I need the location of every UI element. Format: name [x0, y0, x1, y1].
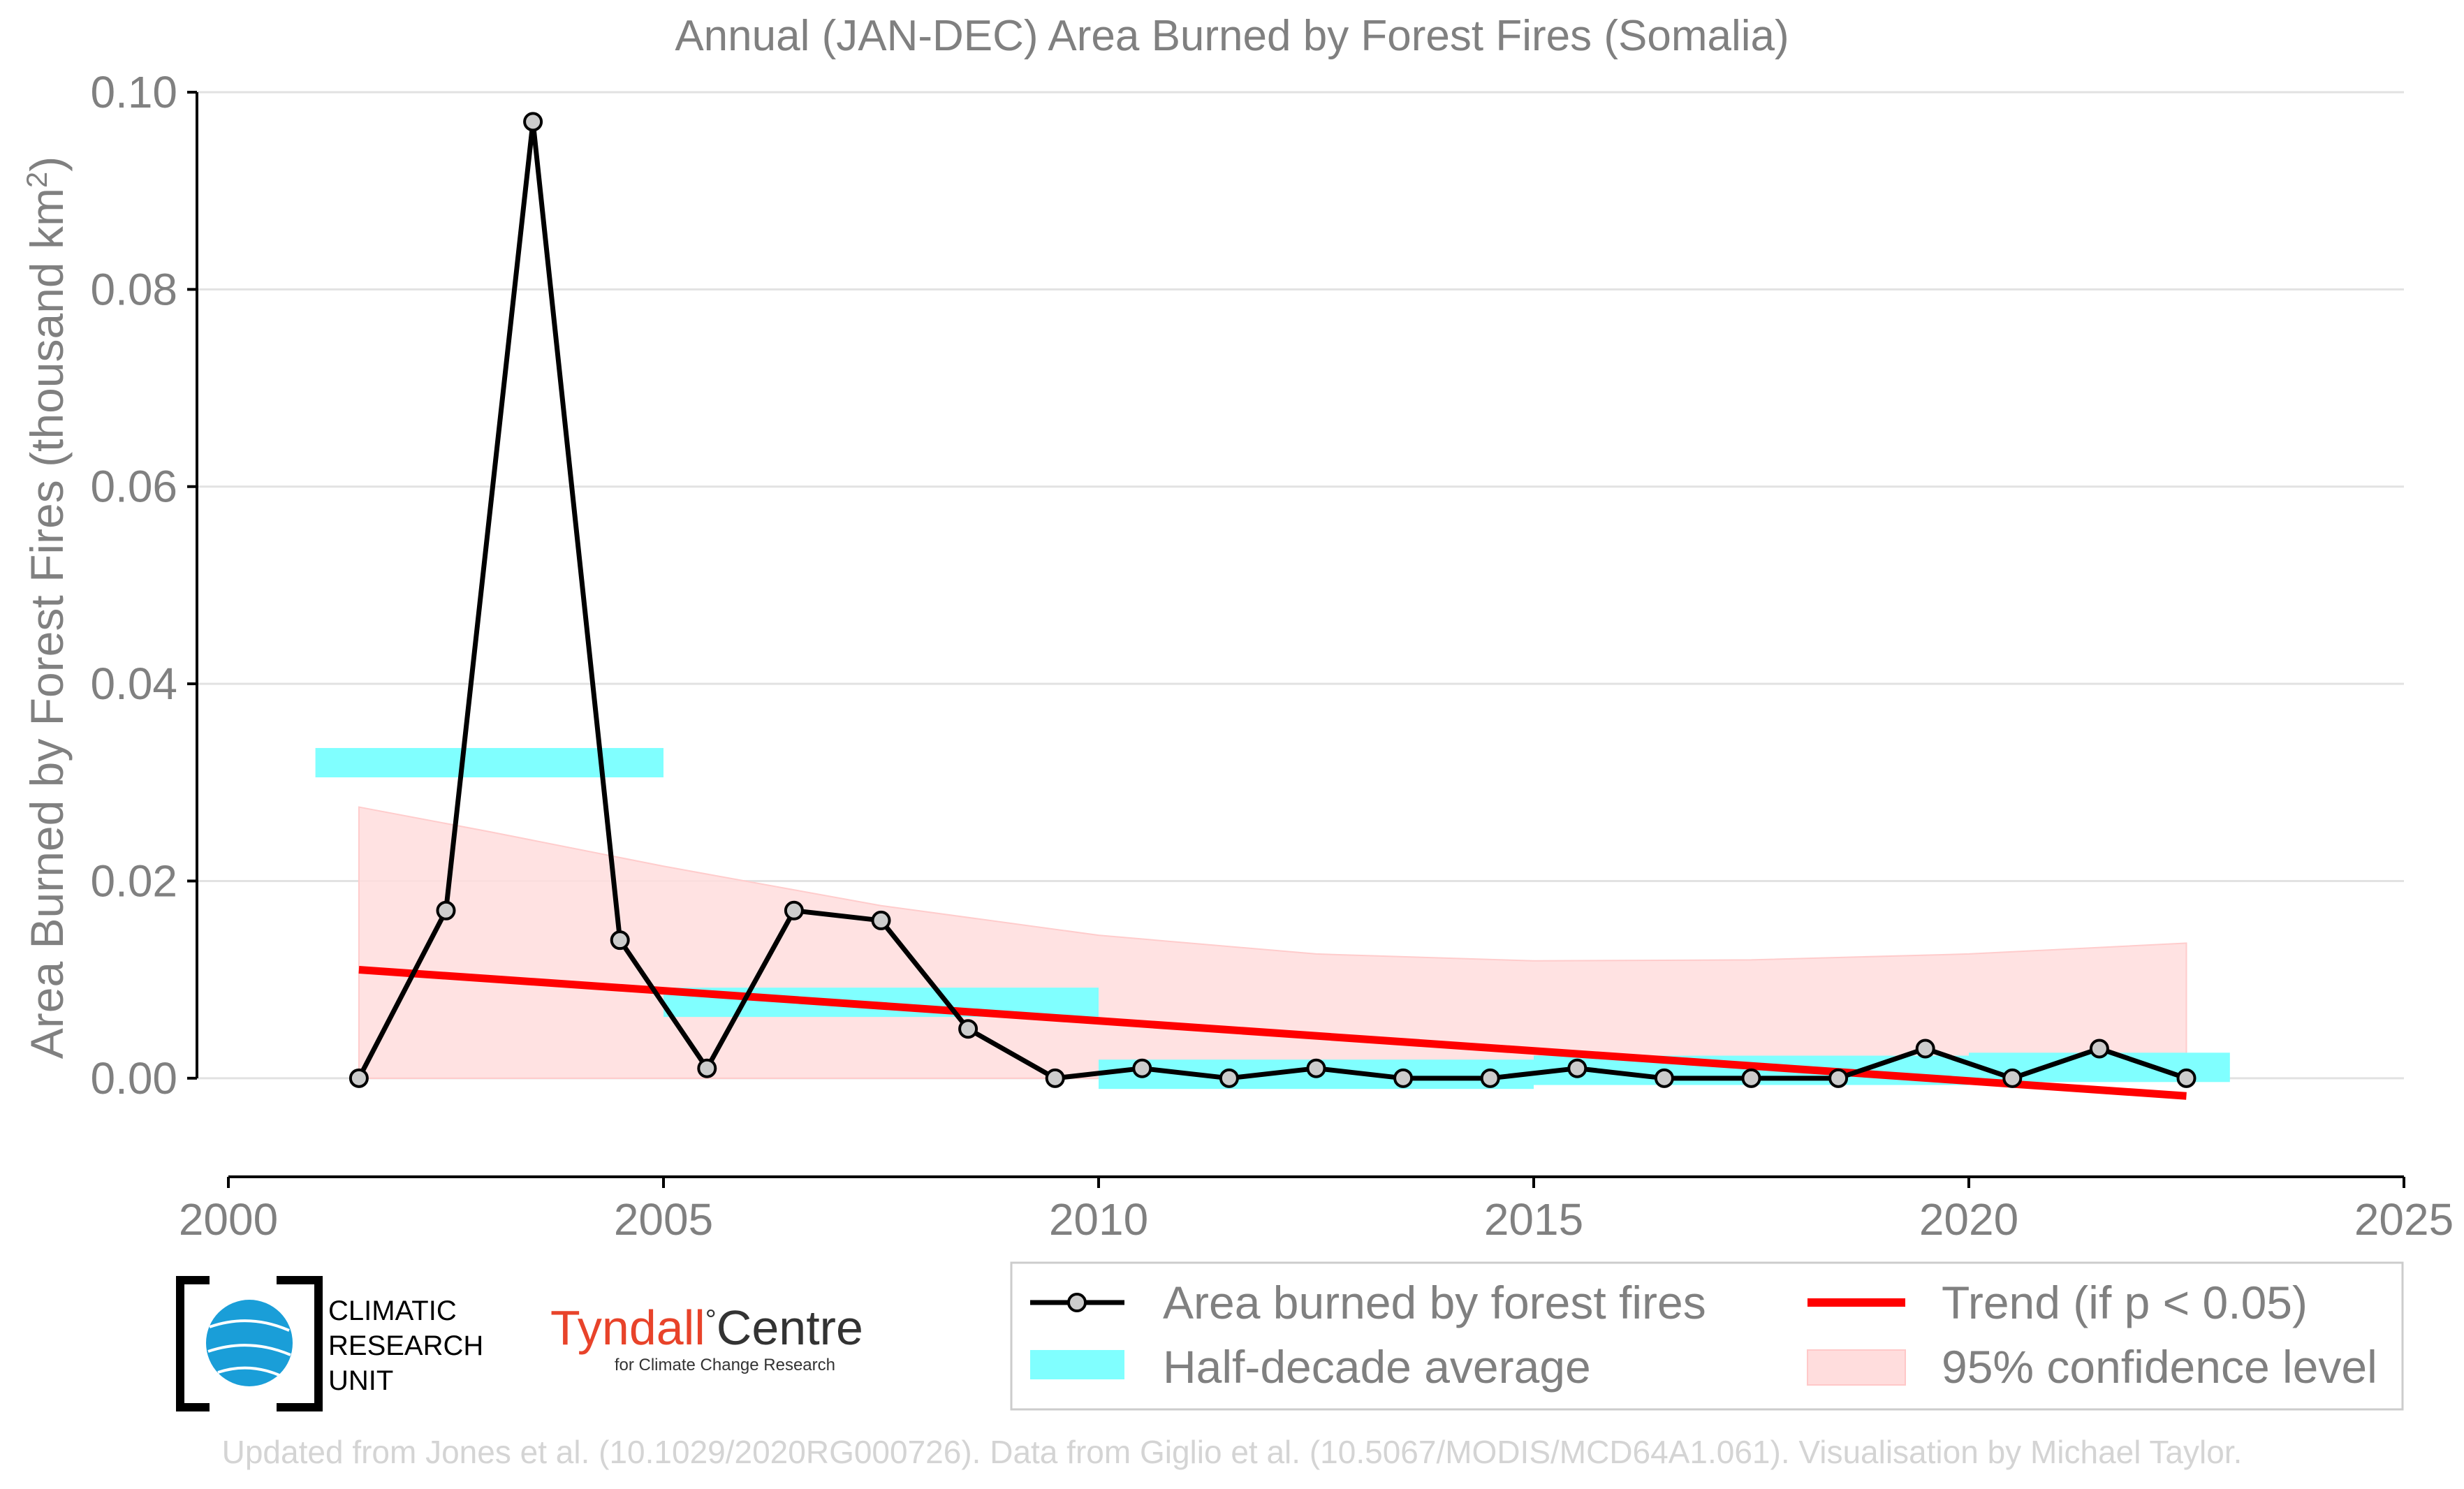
globe-icon-lines	[207, 1319, 291, 1377]
legend-label-halfdecade: Half-decade average	[1163, 1341, 1591, 1393]
legend-ci-swatch	[1807, 1349, 1906, 1386]
data-point	[436, 900, 456, 920]
cru-logo-line3: UNIT	[328, 1365, 393, 1396]
data-point	[1132, 1058, 1152, 1078]
legend: Area burned by forest fires Half-decade …	[1010, 1261, 2404, 1411]
data-point	[1741, 1068, 1761, 1088]
x-tick-label: 2000	[179, 1194, 278, 1245]
cru-logo-line1: CLIMATIC	[328, 1296, 457, 1326]
tyndall-logo-centre: Centre	[717, 1300, 863, 1355]
data-point	[697, 1058, 717, 1078]
confidence-band-area	[358, 806, 2187, 1079]
tyndall-logo-main: Tyndall°Centre	[550, 1300, 863, 1355]
y-axis-label-main: Area Burned by Forest Fires (thousand km	[21, 188, 73, 1059]
x-tick-label: 2015	[1484, 1194, 1583, 1245]
x-tick-label: 2020	[1919, 1194, 2018, 1245]
y-axis-label-tail: )	[21, 156, 73, 172]
chart-title: Annual (JAN-DEC) Area Burned by Forest F…	[675, 12, 1789, 60]
x-tick-label: 2005	[614, 1194, 713, 1245]
tyndall-logo-word: Tyndall	[550, 1300, 705, 1355]
series-line-group	[349, 112, 2197, 1088]
y-tick-label: 0.10	[90, 67, 177, 117]
half-decade-bar	[315, 748, 663, 778]
data-point	[2176, 1068, 2197, 1088]
data-point	[1567, 1058, 1587, 1078]
data-point	[1393, 1068, 1414, 1088]
data-point	[1045, 1068, 1065, 1088]
legend-box	[1010, 1261, 2404, 1411]
x-tick-label: 2025	[2354, 1194, 2454, 1245]
data-point	[1654, 1068, 1674, 1088]
axes: 0.00 0.02 0.04 0.06 0.08 0.10 2000 2005 2010 2015…	[90, 67, 2454, 1245]
y-axis-label-sup: 2	[20, 172, 53, 188]
data-point	[784, 900, 804, 920]
data-point	[2089, 1039, 2109, 1059]
data-point	[1306, 1058, 1326, 1078]
tyndall-logo-sub: for Climate Change Research	[615, 1356, 835, 1374]
credit-line: Updated from Jones et al. (10.1029/2020R…	[222, 1434, 2243, 1470]
y-tick-label: 0.00	[90, 1053, 177, 1103]
legend-label-trend: Trend (if p < 0.05)	[1942, 1277, 2308, 1328]
cru-logo-bracket-right	[277, 1276, 323, 1411]
data-point	[1480, 1068, 1500, 1088]
x-tick-label: 2010	[1049, 1194, 1148, 1245]
data-point	[610, 930, 630, 951]
data-point	[2002, 1068, 2023, 1088]
data-point	[958, 1019, 978, 1039]
tyndall-logo-degree: °	[705, 1305, 717, 1335]
data-point	[523, 112, 543, 132]
cru-logo: CLIMATIC RESEARCH UNIT	[176, 1276, 483, 1411]
data-point	[1828, 1068, 1849, 1088]
legend-halfdecade-swatch	[1030, 1350, 1124, 1379]
series-line	[356, 119, 2187, 1081]
data-point	[1915, 1039, 1935, 1059]
trend-line-group	[358, 966, 2187, 1100]
tyndall-logo: Tyndall°Centre for Climate Change Resear…	[550, 1300, 863, 1374]
trend-line	[358, 966, 2187, 1100]
cru-logo-bracket-left	[176, 1276, 210, 1411]
legend-marker-swatch	[1067, 1293, 1087, 1312]
y-tick-label: 0.02	[90, 856, 177, 906]
legend-label-ci: 95% confidence level	[1942, 1341, 2377, 1393]
data-point	[349, 1068, 369, 1088]
cru-logo-line2: RESEARCH	[328, 1330, 483, 1361]
data-point	[871, 910, 891, 930]
y-tick-label: 0.08	[90, 264, 177, 314]
y-tick-label: 0.06	[90, 462, 177, 512]
data-point	[1219, 1068, 1239, 1088]
confidence-band	[358, 806, 2187, 1079]
legend-label-series: Area burned by forest fires	[1163, 1277, 1706, 1328]
y-axis-label: Area Burned by Forest Fires (thousand km…	[20, 156, 73, 1059]
y-tick-label: 0.04	[90, 659, 177, 709]
